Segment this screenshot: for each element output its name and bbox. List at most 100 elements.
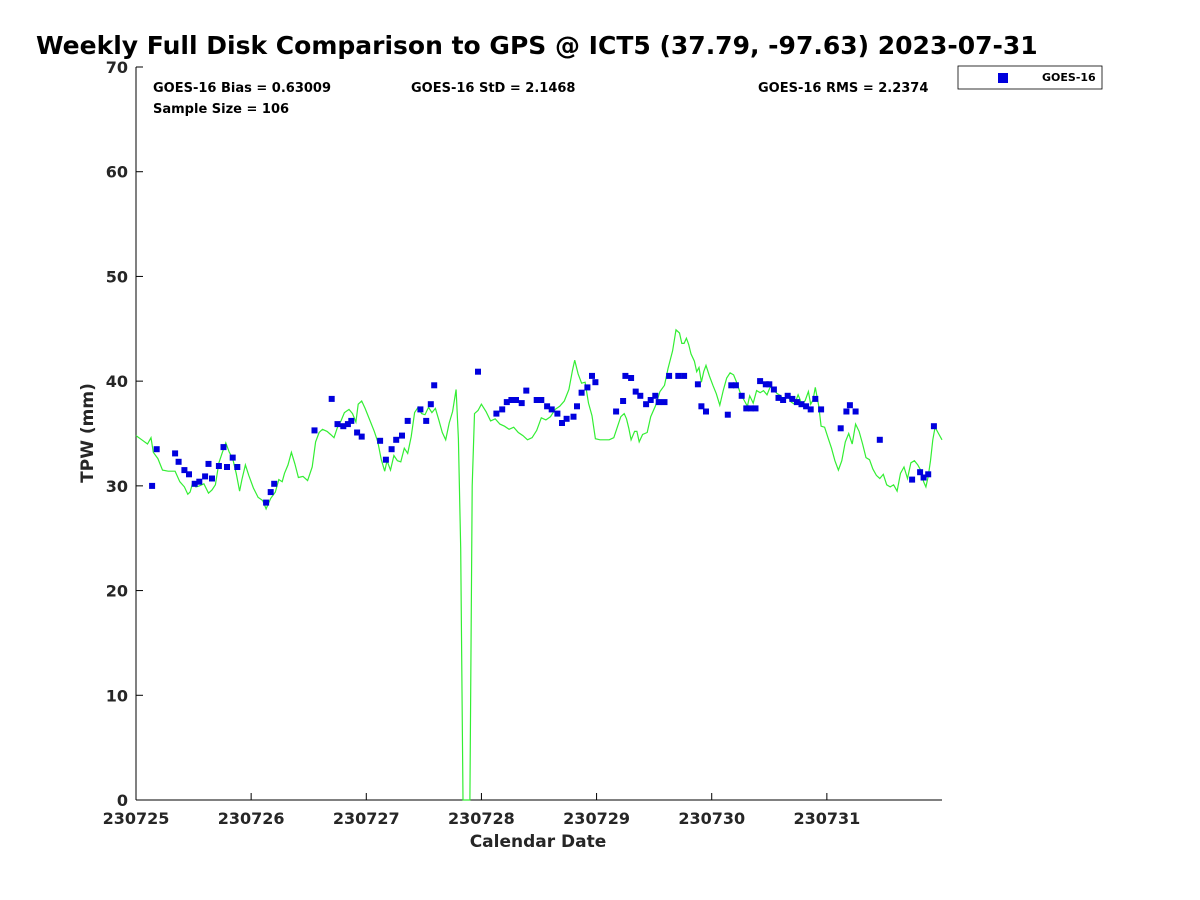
data-point-goes16 [818,406,825,413]
data-point-goes16 [592,379,599,386]
data-point-goes16 [493,410,500,417]
x-axis-label: Calendar Date [470,832,607,852]
data-point-goes16 [681,372,688,379]
data-point-goes16 [202,473,209,480]
data-point-goes16 [513,397,519,403]
data-point-goes16 [499,406,506,413]
data-point-goes16 [559,420,565,426]
data-point-goes16 [186,471,192,478]
data-point-goes16 [344,421,351,428]
data-point-goes16 [738,392,745,399]
x-tick-label: 230731 [793,809,860,828]
legend-marker-goes16 [998,73,1008,83]
data-point-goes16 [393,436,400,443]
data-point-goes16 [584,384,591,391]
data-point-goes16 [628,375,635,381]
data-point-goes16 [220,444,227,451]
stat-bias: GOES-16 Bias = 0.63009 [153,81,331,96]
data-point-goes16 [812,395,819,402]
data-point-goes16 [153,446,160,453]
data-point-goes16 [643,401,650,408]
x-ticks: 230725 230726 230727 230728 230729 230730 2307… [103,793,860,828]
data-point-goes16 [807,406,814,413]
x-tick-label: 230728 [448,809,515,828]
data-point-goes16 [846,402,853,409]
data-point-goes16 [382,456,389,463]
data-point-goes16 [675,372,682,379]
data-point-goes16 [762,381,769,388]
data-point-goes16 [271,480,278,487]
data-point-goes16 [267,489,274,496]
data-point-goes16 [622,372,629,379]
data-point-goes16 [388,446,395,453]
data-point-goes16 [234,464,241,470]
data-point-goes16 [666,372,673,379]
data-point-goes16 [554,410,561,417]
data-point-goes16 [930,423,937,430]
data-point-goes16 [724,411,731,418]
x-tick-label: 230725 [103,809,170,828]
data-point-goes16 [423,417,430,424]
x-tick-label: 230729 [563,809,630,828]
data-point-goes16 [766,381,773,388]
data-point-goes16 [780,397,787,403]
data-point-goes16 [431,382,438,389]
data-point-goes16 [789,395,796,402]
data-point-goes16 [311,427,318,434]
data-point-goes16 [563,415,570,422]
plot-area [135,67,942,801]
data-point-goes16 [475,368,481,375]
stat-rms: GOES-16 RMS = 2.2374 [758,81,928,96]
y-axis-label: TPW (mm) [78,383,98,483]
data-point-goes16 [523,387,530,394]
data-point-goes16 [698,403,705,410]
y-tick-label: 40 [106,372,128,391]
data-point-goes16 [837,425,844,432]
data-point-goes16 [728,382,735,389]
y-tick-label: 20 [106,582,128,601]
y-tick-label: 50 [106,267,128,286]
data-point-goes16 [191,480,198,487]
y-tick-label: 70 [106,58,128,77]
data-point-goes16 [752,405,759,412]
data-point-goes16 [732,382,739,389]
data-point-goes16 [925,471,932,478]
data-point-goes16 [655,399,662,406]
y-tick-label: 60 [106,163,128,182]
data-point-goes16 [399,432,405,439]
x-tick-label: 230730 [678,809,745,828]
data-point-goes16 [508,397,515,403]
data-point-goes16 [209,475,215,482]
data-point-goes16 [358,433,365,440]
data-point-goes16 [798,401,805,408]
data-point-goes16 [181,467,188,474]
x-tick-label: 230727 [333,809,400,828]
stat-sample-size: Sample Size = 106 [153,102,289,117]
data-point-goes16 [224,464,230,470]
data-point-goes16 [215,463,222,469]
data-point-goes16 [172,450,179,457]
data-point-goes16 [196,478,203,485]
data-point-goes16 [661,399,668,406]
data-point-goes16 [578,389,585,396]
data-point-goes16 [263,499,270,506]
y-ticks: 0 10 20 30 40 50 60 70 [106,58,143,810]
data-point-goes16 [613,408,620,415]
data-point-goes16 [354,429,361,436]
data-point-goes16 [205,460,212,467]
data-point-goes16 [544,403,551,410]
data-point-goes16 [637,392,644,399]
data-point-goes16 [803,403,810,410]
series-goes16-points [149,368,937,506]
legend-label-goes16: GOES-16 [1042,71,1096,84]
legend: GOES-16 [957,65,1103,90]
data-point-goes16 [909,476,916,483]
x-tick-label: 230726 [218,809,285,828]
data-point-goes16 [632,388,639,395]
data-point-goes16 [652,392,659,399]
data-point-goes16 [694,381,701,388]
data-point-goes16 [149,482,156,489]
data-point-goes16 [757,378,764,385]
data-point-goes16 [348,417,355,424]
